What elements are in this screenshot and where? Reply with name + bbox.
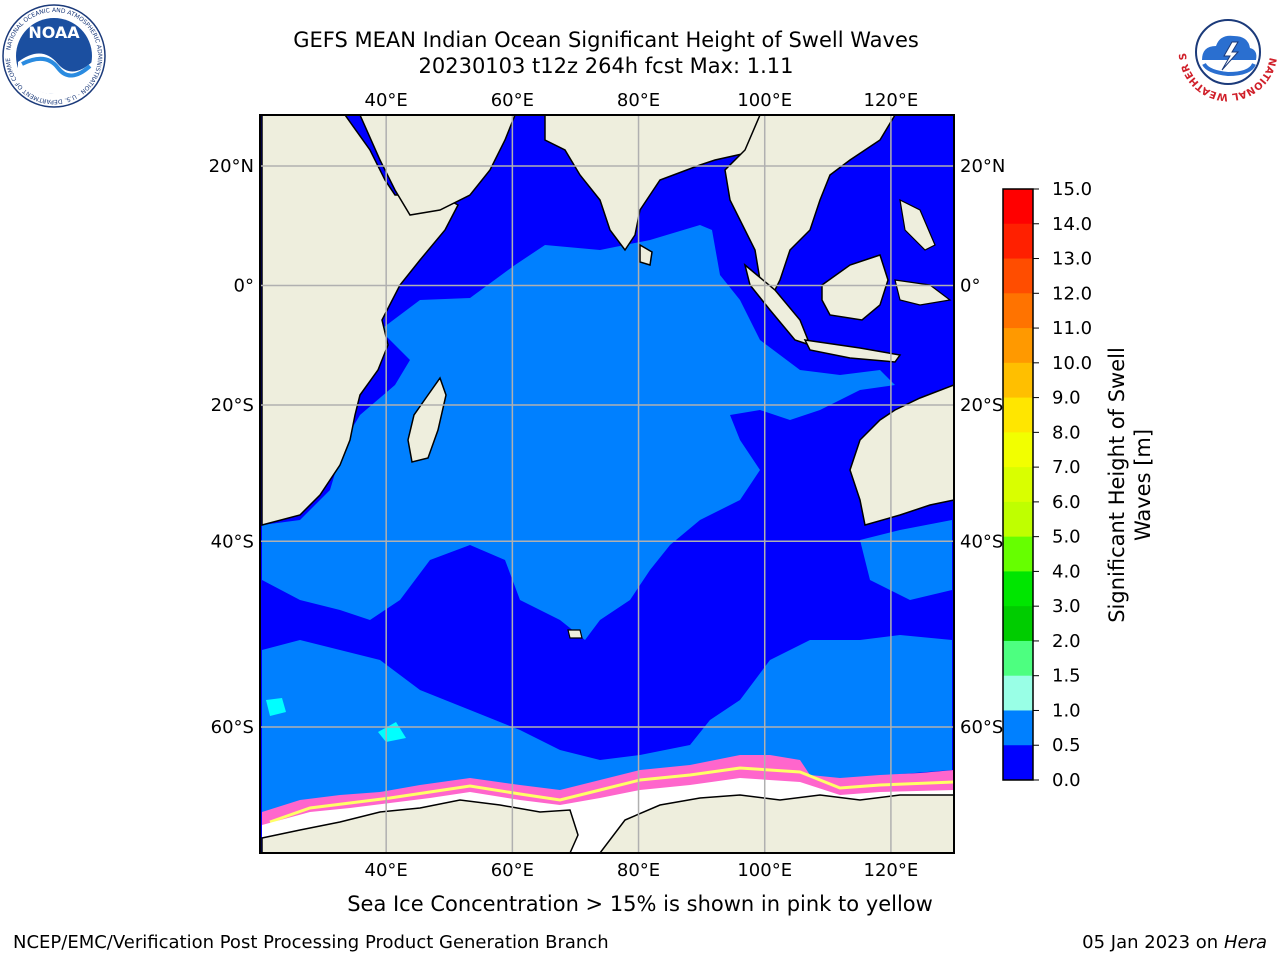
lat-tick-left: 20°N (209, 156, 254, 177)
land-africa (261, 115, 460, 526)
lat-tick-right: 60°S (960, 717, 1003, 738)
colorbar-segment (1003, 293, 1033, 329)
colorbar-segment (1003, 536, 1033, 572)
colorbar-segment (1003, 467, 1033, 503)
colorbar (1002, 188, 1034, 781)
sea-ice-caption: Sea Ice Concentration > 15% is shown in … (347, 892, 933, 916)
colorbar-segment (1003, 710, 1033, 746)
lon-tick-top: 40°E (365, 90, 408, 111)
lat-tick-right: 40°S (960, 531, 1003, 552)
lon-tick-labels-top: 40°E 60°E 80°E 100°E 120°E (365, 90, 919, 111)
lat-tick-right: 20°S (960, 395, 1003, 416)
noaa-logo-text: NOAA (28, 23, 80, 42)
colorbar-segment (1003, 640, 1033, 677)
colorbar-segment (1003, 571, 1033, 607)
colorbar-label: 6.0 (1052, 492, 1081, 513)
lat-tick-right: 20°N (960, 156, 1005, 177)
noaa-logo: NOAA NATIONAL OCEANIC AND ATMOSPHERIC AD… (2, 4, 106, 108)
lat-tick-labels-right: 20°N 0° 20°S 40°S 60°S (960, 156, 1005, 738)
colorbar-segment (1003, 223, 1033, 260)
land-sri-lanka (639, 243, 653, 266)
colorbar-label: 1.0 (1052, 700, 1081, 721)
colorbar-label: 1.5 (1052, 666, 1081, 687)
colorbar-label: 10.0 (1052, 353, 1092, 374)
lat-tick-labels-left: 20°N 0° 20°S 40°S 60°S (209, 156, 254, 738)
colorbar-segment (1003, 397, 1033, 433)
colorbar-label: 9.0 (1052, 388, 1081, 409)
colorbar-segment (1003, 675, 1033, 711)
lat-tick-left: 0° (234, 275, 254, 296)
lat-tick-left: 20°S (211, 395, 254, 416)
colorbar-label: 3.0 (1052, 596, 1081, 617)
lat-tick-left: 40°S (211, 531, 254, 552)
colorbar-label: 4.0 (1052, 561, 1081, 582)
colorbar-segment (1003, 258, 1033, 294)
land-kerguelen (567, 629, 583, 639)
map-frame (259, 114, 955, 854)
footer-date: 05 Jan 2023 on Hera (1082, 932, 1267, 954)
lon-tick-bottom: 80°E (617, 860, 660, 881)
colorbar-labels: 15.0 14.0 13.0 12.0 11.0 10.0 9.0 8.0 7.0 6.0 5.0 4… (1033, 179, 1092, 791)
colorbar-label: 0.0 (1052, 770, 1081, 791)
swell-patch-cyan (266, 698, 286, 716)
colorbar-segment (1003, 362, 1033, 399)
footer-date-text: 05 Jan 2023 on (1082, 932, 1224, 953)
footer-credit: NCEP/EMC/Verification Post Processing Pr… (13, 932, 609, 953)
map-area (260, 115, 954, 853)
colorbar-segment (1003, 745, 1033, 781)
lon-tick-top: 100°E (737, 90, 792, 111)
colorbar-label: 8.0 (1052, 422, 1081, 443)
land-antarctica (261, 799, 579, 853)
land-australia (849, 384, 954, 526)
land-se-asia (724, 115, 896, 302)
colorbar-title-line-2: Waves [m] (1131, 429, 1155, 541)
colorbar-label: 0.5 (1052, 735, 1081, 756)
lon-tick-bottom: 60°E (491, 860, 534, 881)
swell-band-0.5-1.0 (262, 225, 895, 640)
colorbar-label: 11.0 (1052, 318, 1092, 339)
map-gridlines (260, 115, 954, 853)
colorbar-label: 15.0 (1052, 179, 1092, 200)
colorbar-segment (1003, 501, 1033, 538)
swell-band-east (860, 520, 952, 600)
land-java (803, 339, 902, 363)
land-islands (894, 279, 952, 306)
lon-tick-top: 120°E (864, 90, 919, 111)
land-islands (899, 198, 936, 251)
chart-title: GEFS MEAN Indian Ocean Significant Heigh… (293, 28, 919, 52)
colorbar-label: 5.0 (1052, 527, 1081, 548)
land-antarctica (599, 794, 954, 853)
chart-subtitle: 20230103 t12z 264h fcst Max: 1.11 (418, 54, 794, 78)
lat-tick-right: 0° (960, 275, 980, 296)
colorbar-segment (1003, 606, 1033, 642)
land-borneo (821, 254, 889, 321)
lon-tick-top: 80°E (617, 90, 660, 111)
lon-tick-labels-bottom: 40°E 60°E 80°E 100°E 120°E (365, 860, 919, 881)
colorbar-label: 7.0 (1052, 457, 1081, 478)
lon-tick-bottom: 120°E (864, 860, 919, 881)
colorbar-segment (1003, 189, 1033, 225)
colorbar-segment (1003, 328, 1033, 364)
sea-ice-edge-yellow (269, 766, 954, 824)
colorbar-label: 14.0 (1052, 214, 1092, 235)
lon-tick-top: 60°E (491, 90, 534, 111)
lon-tick-bottom: 100°E (737, 860, 792, 881)
land-madagascar (407, 376, 447, 463)
colorbar-frame (1002, 188, 1034, 781)
colorbar-segment (1003, 432, 1033, 468)
lat-tick-left: 60°S (211, 717, 254, 738)
land-arabia (359, 115, 516, 216)
colorbar-title-line-1: Significant Height of Swell (1105, 347, 1129, 623)
nws-logo: NATIONAL WEATHER SERVICE (1178, 2, 1278, 102)
colorbar-label: 13.0 (1052, 249, 1092, 270)
lon-tick-bottom: 40°E (365, 860, 408, 881)
colorbar-label: 12.0 (1052, 283, 1092, 304)
footer-machine: Hera (1223, 932, 1267, 953)
colorbar-label: 2.0 (1052, 631, 1081, 652)
